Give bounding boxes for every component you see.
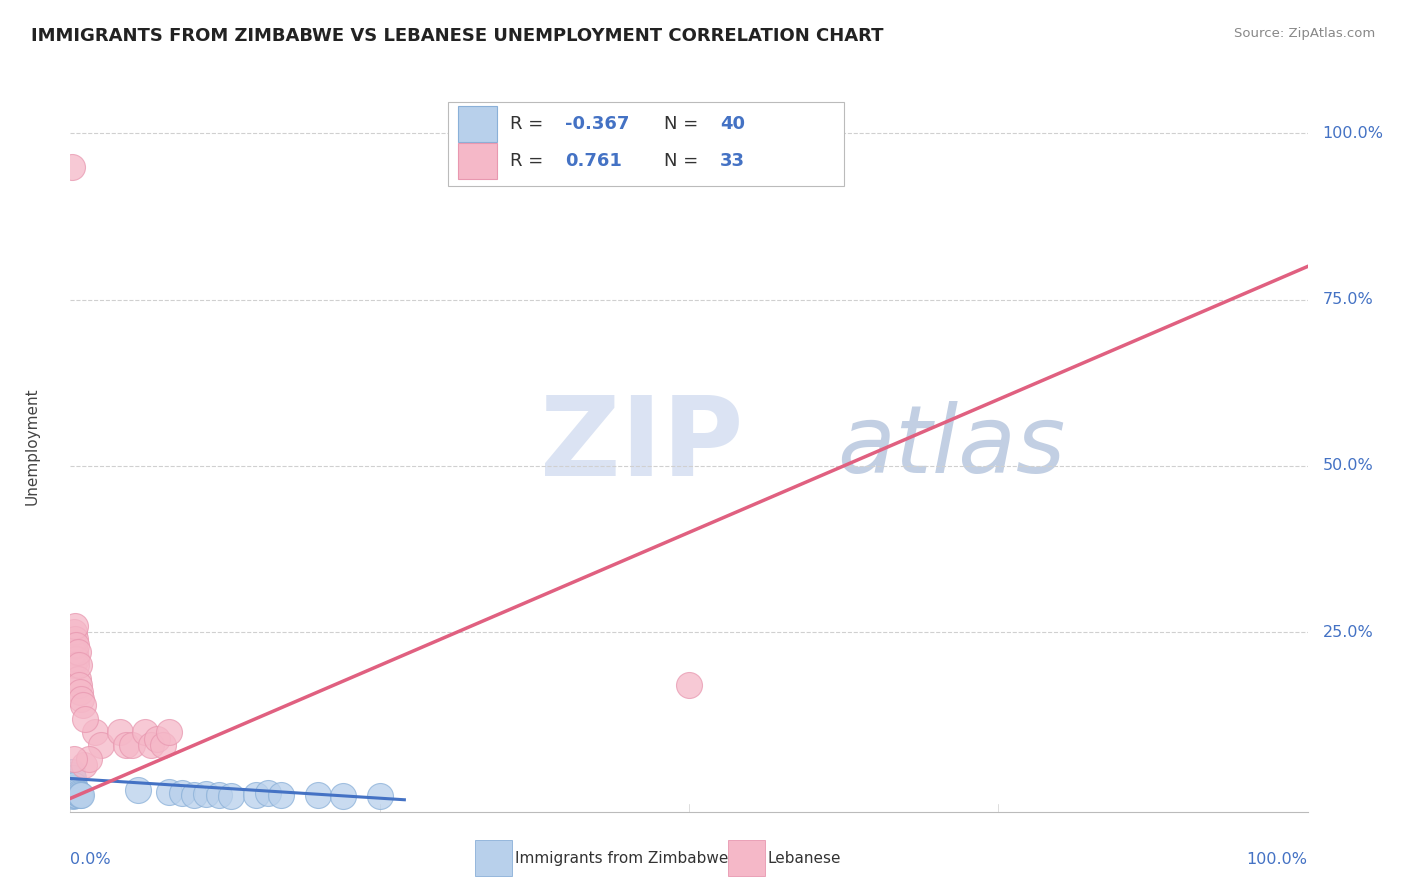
Text: 75.0%: 75.0% bbox=[1323, 293, 1374, 307]
Text: N =: N = bbox=[664, 115, 704, 133]
Point bbox=[66, 672, 89, 686]
Point bbox=[134, 725, 156, 739]
FancyBboxPatch shape bbox=[457, 143, 498, 178]
Text: N =: N = bbox=[664, 152, 704, 169]
Point bbox=[170, 786, 193, 800]
Text: Source: ZipAtlas.com: Source: ZipAtlas.com bbox=[1234, 27, 1375, 40]
Point bbox=[90, 738, 112, 752]
Point bbox=[62, 774, 84, 789]
Point bbox=[60, 786, 83, 800]
Point bbox=[65, 632, 87, 646]
Point bbox=[157, 785, 180, 799]
Point bbox=[63, 785, 86, 799]
Text: R =: R = bbox=[509, 115, 548, 133]
Point bbox=[368, 789, 391, 804]
Point bbox=[77, 751, 100, 765]
Point bbox=[62, 658, 84, 673]
Text: Immigrants from Zimbabwe: Immigrants from Zimbabwe bbox=[515, 851, 728, 865]
Point bbox=[66, 786, 89, 800]
Text: 0.0%: 0.0% bbox=[70, 852, 111, 867]
Point bbox=[139, 738, 162, 752]
Text: 0.761: 0.761 bbox=[565, 152, 621, 169]
Point bbox=[65, 652, 87, 666]
Point bbox=[69, 788, 91, 802]
Point bbox=[62, 645, 84, 659]
Point bbox=[65, 786, 87, 800]
FancyBboxPatch shape bbox=[457, 106, 498, 142]
Text: R =: R = bbox=[509, 152, 548, 169]
Point bbox=[65, 645, 87, 659]
Text: 25.0%: 25.0% bbox=[1323, 624, 1374, 640]
FancyBboxPatch shape bbox=[447, 103, 844, 186]
Point bbox=[70, 691, 93, 706]
Point bbox=[307, 788, 329, 802]
Point bbox=[72, 698, 94, 713]
Text: 100.0%: 100.0% bbox=[1323, 126, 1384, 141]
Point bbox=[60, 777, 83, 791]
Point bbox=[60, 768, 83, 782]
Point bbox=[245, 788, 267, 802]
Point bbox=[84, 725, 107, 739]
Point bbox=[65, 639, 87, 653]
Point bbox=[67, 658, 90, 673]
Point bbox=[127, 783, 149, 797]
Point bbox=[63, 778, 86, 792]
Point bbox=[69, 685, 91, 699]
Text: IMMIGRANTS FROM ZIMBABWE VS LEBANESE UNEMPLOYMENT CORRELATION CHART: IMMIGRANTS FROM ZIMBABWE VS LEBANESE UNE… bbox=[31, 27, 883, 45]
Point bbox=[70, 788, 93, 802]
Point bbox=[65, 783, 87, 797]
Point bbox=[65, 658, 87, 673]
Text: 40: 40 bbox=[720, 115, 745, 133]
Point bbox=[121, 738, 143, 752]
Point bbox=[63, 751, 86, 765]
Point bbox=[195, 788, 218, 802]
Point bbox=[63, 639, 86, 653]
Point bbox=[678, 678, 700, 692]
Text: -0.367: -0.367 bbox=[565, 115, 630, 133]
Point bbox=[157, 725, 180, 739]
Point bbox=[75, 712, 97, 726]
Point bbox=[63, 788, 86, 802]
Point bbox=[219, 789, 242, 803]
Point bbox=[152, 738, 174, 752]
Point bbox=[65, 788, 87, 802]
Point bbox=[208, 788, 231, 802]
Text: ZIP: ZIP bbox=[540, 392, 744, 500]
Text: Unemployment: Unemployment bbox=[24, 387, 39, 505]
Point bbox=[108, 725, 131, 739]
Point bbox=[62, 785, 84, 799]
Point bbox=[62, 772, 84, 786]
Point bbox=[62, 781, 84, 796]
Point bbox=[62, 778, 84, 792]
Point bbox=[60, 160, 83, 174]
Text: 33: 33 bbox=[720, 152, 745, 169]
Point bbox=[60, 783, 83, 797]
Point bbox=[65, 618, 87, 632]
Point bbox=[332, 789, 354, 803]
Point bbox=[60, 772, 83, 787]
Point bbox=[67, 788, 90, 802]
Point bbox=[60, 764, 83, 779]
Point bbox=[183, 788, 205, 802]
Point bbox=[60, 780, 83, 794]
Text: atlas: atlas bbox=[838, 401, 1066, 491]
Point bbox=[63, 781, 86, 796]
Point bbox=[73, 758, 96, 772]
Point bbox=[66, 645, 89, 659]
Point bbox=[115, 738, 138, 752]
Text: 100.0%: 100.0% bbox=[1247, 852, 1308, 867]
Point bbox=[257, 786, 280, 800]
Text: Lebanese: Lebanese bbox=[768, 851, 841, 865]
Point bbox=[65, 785, 87, 799]
Point bbox=[270, 788, 292, 802]
Point bbox=[60, 788, 83, 802]
Point bbox=[62, 789, 84, 804]
Point bbox=[146, 731, 169, 746]
Point bbox=[63, 625, 86, 640]
Point bbox=[62, 787, 84, 801]
Text: 50.0%: 50.0% bbox=[1323, 458, 1374, 474]
Point bbox=[67, 678, 90, 692]
